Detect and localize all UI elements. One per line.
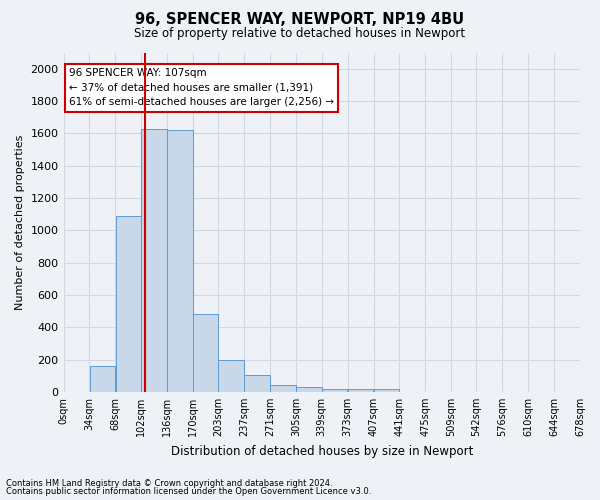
Bar (296, 387, 322, 392)
Text: Size of property relative to detached houses in Newport: Size of property relative to detached ho… (134, 28, 466, 40)
Bar (322, 388, 347, 392)
Text: Contains HM Land Registry data © Crown copyright and database right 2024.: Contains HM Land Registry data © Crown c… (6, 478, 332, 488)
Text: 96 SPENCER WAY: 107sqm
← 37% of detached houses are smaller (1,391)
61% of semi-: 96 SPENCER WAY: 107sqm ← 37% of detached… (69, 68, 334, 108)
Bar (270, 384, 296, 392)
Bar (218, 360, 244, 392)
Text: Contains public sector information licensed under the Open Government Licence v3: Contains public sector information licen… (6, 487, 371, 496)
Bar (348, 388, 373, 392)
Bar (89, 366, 115, 392)
Bar (116, 216, 141, 392)
Text: 96, SPENCER WAY, NEWPORT, NP19 4BU: 96, SPENCER WAY, NEWPORT, NP19 4BU (136, 12, 464, 28)
Bar (244, 375, 270, 392)
Bar (374, 388, 399, 392)
Bar (142, 130, 167, 392)
X-axis label: Distribution of detached houses by size in Newport: Distribution of detached houses by size … (170, 444, 473, 458)
Y-axis label: Number of detached properties: Number of detached properties (15, 134, 25, 310)
Bar (193, 314, 218, 392)
Bar (167, 130, 193, 392)
